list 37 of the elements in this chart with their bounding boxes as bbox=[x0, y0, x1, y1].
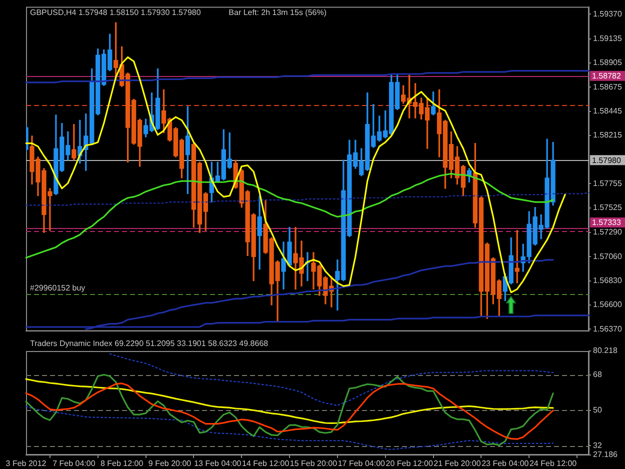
y-tick-label: 1.56600 bbox=[593, 300, 622, 310]
annotation: Bar Left: 2h 13m 15s (56%) bbox=[228, 8, 327, 18]
y-tick-label: 1.57525 bbox=[593, 203, 622, 212]
ref-line-label: #29960152 buy bbox=[30, 284, 86, 293]
x-tick-label: 9 Feb 20:00 bbox=[148, 459, 192, 468]
y-tick-label: 1.56370 bbox=[593, 324, 622, 334]
x-tick-label: 21 Feb 20:00 bbox=[434, 459, 482, 468]
ref-line-label: 1.57980 bbox=[592, 156, 622, 165]
ref-line-label: 1.57333 bbox=[592, 218, 622, 228]
y-tick-label: 32 bbox=[593, 440, 602, 450]
x-tick-label: 7 Feb 04:00 bbox=[52, 459, 96, 468]
y-tick-label: 1.56830 bbox=[593, 276, 622, 286]
y-tick-label: 1.57755 bbox=[593, 178, 622, 188]
y-tick-label: 50 bbox=[593, 405, 602, 414]
y-tick-label: 68 bbox=[593, 370, 602, 380]
x-tick-label: 23 Feb 04:00 bbox=[482, 459, 530, 468]
x-tick-label: 15 Feb 20:00 bbox=[290, 459, 338, 468]
y-tick-label: 1.59135 bbox=[593, 34, 622, 44]
chart-title: Traders Dynamic Index 69.2290 51.2095 33.1901 58.6323 49.8668 bbox=[30, 339, 269, 348]
x-tick-label: 13 Feb 04:00 bbox=[194, 459, 242, 468]
y-tick-label: 1.59370 bbox=[593, 9, 622, 18]
x-tick-label: 8 Feb 12:00 bbox=[100, 459, 144, 468]
y-tick-label: 27.186 bbox=[593, 450, 618, 460]
y-tick-label: 1.57290 bbox=[593, 228, 622, 237]
y-tick-label: 80.218 bbox=[593, 346, 618, 356]
x-tick-label: 20 Feb 12:00 bbox=[386, 459, 434, 468]
ref-line-label: 1.58782 bbox=[592, 72, 622, 81]
x-tick-label: 3 Feb 2012 bbox=[6, 459, 47, 468]
y-tick-label: 1.58215 bbox=[593, 130, 622, 140]
y-tick-label: 1.58675 bbox=[593, 82, 622, 92]
x-tick-label: 24 Feb 12:00 bbox=[529, 459, 578, 468]
y-tick-label: 1.58905 bbox=[593, 58, 622, 68]
chart-title: GBPUSD,H4 1.57948 1.58150 1.57930 1.57980 bbox=[30, 8, 202, 18]
y-tick-label: 1.57060 bbox=[593, 252, 622, 261]
x-tick-label: 17 Feb 04:00 bbox=[338, 459, 386, 468]
y-tick-label: 1.58445 bbox=[593, 106, 622, 116]
x-tick-label: 14 Feb 12:00 bbox=[242, 459, 290, 468]
